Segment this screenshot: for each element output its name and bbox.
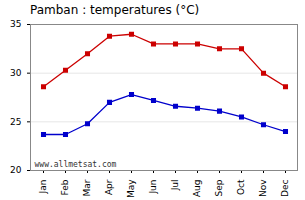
svg-text:www.allmetsat.com: www.allmetsat.com [35, 160, 117, 169]
svg-text:Mar: Mar [82, 179, 92, 196]
svg-text:Aug: Aug [192, 180, 202, 198]
svg-text:Jul: Jul [170, 180, 180, 192]
svg-text:35: 35 [10, 19, 21, 29]
svg-text:Nov: Nov [258, 179, 268, 197]
svg-text:Apr: Apr [104, 179, 114, 195]
svg-text:May: May [126, 179, 136, 198]
svg-text:Oct: Oct [236, 179, 246, 195]
html-text:Pamban : temperatures (°C): Pamban : temperatures (°C) [30, 3, 200, 17]
svg-text:30: 30 [10, 68, 22, 78]
svg-text:20: 20 [10, 165, 22, 175]
svg-text:Sep: Sep [214, 179, 224, 196]
svg-text:Feb: Feb [60, 179, 70, 195]
svg-text:Jan: Jan [38, 180, 48, 195]
svg-text:Jun: Jun [148, 180, 158, 195]
svg-text:Dec: Dec [280, 179, 290, 196]
svg-text:25: 25 [10, 117, 21, 127]
